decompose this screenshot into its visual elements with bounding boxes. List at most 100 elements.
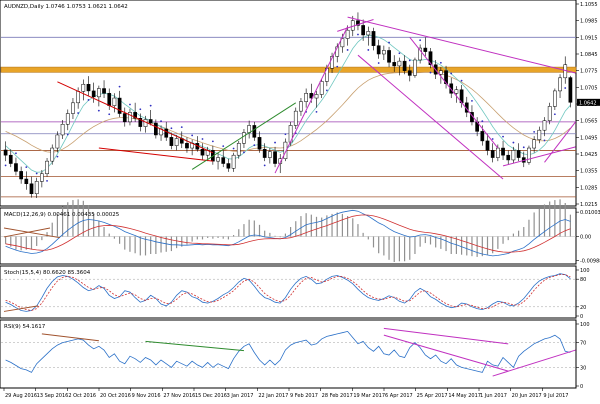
- price-axis-tick-label: 1.0845: [580, 52, 598, 58]
- candle-body: [3, 149, 8, 156]
- x-axis-tick-label: 14 May 2017: [448, 393, 481, 399]
- candle-body: [407, 70, 412, 76]
- x-axis: 29 Aug 2016 13 Sep 2016 2 Oct 2016 20 Oct 2…: [3, 388, 568, 399]
- sar-dot: [222, 145, 225, 148]
- x-axis-tick-label: 15 Dec 2016: [195, 393, 227, 399]
- candle-body: [496, 147, 500, 158]
- candle-body: [91, 90, 96, 98]
- candle-body: [501, 147, 505, 156]
- x-axis-tick-label: 22 Jan 2017: [258, 393, 288, 399]
- price-axis-tick-label: 1.0705: [580, 85, 598, 91]
- sar-dot: [118, 85, 121, 88]
- x-axis-tick-label: 25 Apr 2017: [417, 393, 448, 399]
- macd-line: [5, 209, 571, 257]
- price-panel: 1.1055 1.0985 1.0915 1.0845 1.0775 1.0705 1.06…: [0, 2, 600, 208]
- rsi-axis-tick-label: 30: [580, 365, 586, 371]
- candle-body: [366, 31, 371, 36]
- candle-body: [164, 128, 169, 138]
- candle-body: [319, 81, 324, 95]
- candle-body: [133, 112, 137, 119]
- candle-body: [86, 83, 91, 92]
- candle-body: [418, 47, 422, 61]
- sar-dot: [429, 71, 432, 74]
- x-axis-tick-label: 1 Jun 2017: [480, 393, 507, 399]
- rsi-panel: 100 70 30 0: [1, 322, 590, 390]
- sar-dot: [15, 152, 17, 155]
- macd-title: MACD(12,26,9) 0.00461 0.00435 0.00025: [4, 212, 120, 218]
- sar-dot: [502, 135, 504, 138]
- macd-axis-tick-label: 0.00: [580, 235, 591, 241]
- price-axis-tick-label: 1.1055: [580, 2, 598, 8]
- sar-dot: [450, 72, 453, 75]
- macd-signal-line: [5, 214, 571, 253]
- macd-axis-tick-label: 0.01003: [580, 210, 600, 216]
- candle-body: [542, 120, 547, 131]
- macd-panel: 0.01003 0.00 -0.00988: [1, 199, 600, 264]
- sar-dot: [471, 100, 473, 102]
- x-axis-tick-label: 9 Jul 2017: [543, 393, 568, 399]
- candle-body: [361, 25, 365, 36]
- stoch-panel: 100 80 20 0: [1, 268, 590, 320]
- stoch-axis-tick-label: 100: [580, 268, 590, 274]
- candle-body: [45, 160, 49, 175]
- candle-body: [236, 143, 241, 156]
- macd-axis-tick-label: -0.00988: [580, 258, 600, 264]
- sar-dot: [211, 140, 214, 143]
- stoch-title: Stoch(15,5,4) 80.6620 85.3604: [4, 270, 91, 276]
- candle-body: [268, 151, 272, 158]
- rsi-axis-tick-label: 70: [580, 341, 586, 347]
- price-trendline: [357, 54, 504, 180]
- candle-body: [34, 181, 39, 195]
- candle-body: [387, 50, 391, 63]
- price-trendline: [57, 81, 214, 154]
- rsi-axis-tick-label: 100: [580, 322, 590, 328]
- candle-body: [107, 93, 112, 106]
- price-axis-tick-label: 1.0355: [580, 169, 598, 175]
- candle-body: [397, 60, 402, 67]
- candle-body: [128, 112, 132, 123]
- sar-dot: [522, 146, 525, 149]
- sar-dot: [543, 139, 546, 142]
- rsi-line: [5, 330, 571, 373]
- sar-dot: [170, 127, 173, 130]
- candle-body: [81, 83, 86, 92]
- sar-dot: [398, 52, 401, 55]
- sar-dot: [253, 144, 256, 147]
- candle-body: [299, 101, 303, 112]
- candle-body: [480, 131, 485, 142]
- sar-dot: [481, 120, 484, 123]
- candle-body: [392, 62, 397, 67]
- sar-dot: [460, 79, 463, 82]
- candle-body: [537, 129, 542, 140]
- sar-dot: [129, 103, 131, 106]
- rsi-trendline: [492, 349, 576, 377]
- sar-dot: [533, 130, 536, 133]
- x-axis-tick-label: 6 Apr 2017: [385, 393, 413, 399]
- stoch-k-line: [5, 273, 571, 312]
- x-axis-tick-label: 29 Aug 2016: [5, 393, 37, 399]
- sar-dot: [139, 108, 142, 111]
- sar-dot: [87, 99, 90, 101]
- x-axis-tick-label: 20 Jun 2017: [512, 393, 542, 399]
- candle-body: [71, 102, 75, 114]
- candle-body: [283, 141, 288, 160]
- sar-dot: [553, 113, 556, 116]
- sar-dot: [491, 138, 494, 140]
- candle-body: [532, 139, 536, 149]
- candle-body: [185, 143, 189, 149]
- sar-dot: [160, 120, 162, 123]
- sar-dot: [408, 59, 411, 62]
- candle-body: [174, 138, 179, 146]
- candle-body: [511, 150, 516, 161]
- sar-dot: [66, 133, 69, 136]
- x-axis-tick-label: 20 Oct 2016: [100, 393, 131, 399]
- price-axis-tick-label: 1.0915: [580, 35, 598, 41]
- price-axis-tick-label: 1.0495: [580, 135, 598, 141]
- x-axis-tick-label: 9 Feb 2017: [290, 393, 318, 399]
- candle-body: [117, 97, 122, 114]
- candle-body: [242, 132, 246, 144]
- candle-body: [40, 173, 44, 182]
- stoch-trendline: [3, 305, 39, 312]
- candle-body: [382, 50, 386, 55]
